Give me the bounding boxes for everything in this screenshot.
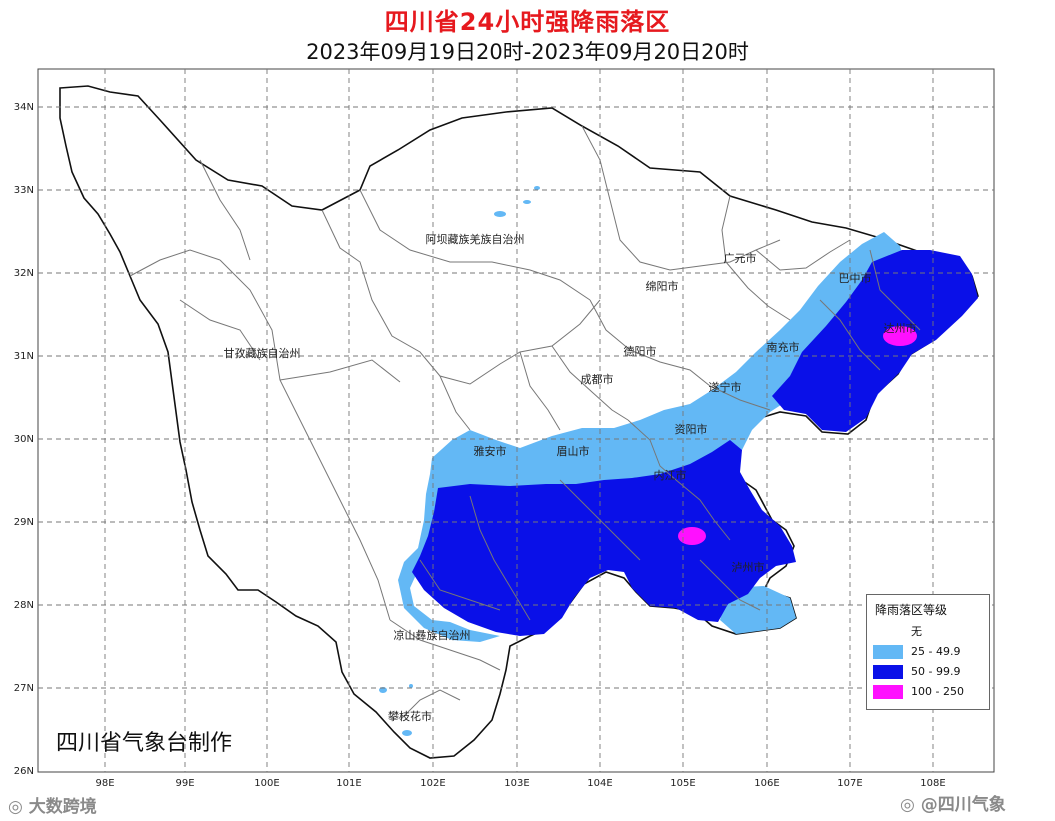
place-labels: 阿坝藏族羌族自治州 甘孜藏族自治州 广元市 巴中市 绵阳市 达州市 德阳市 南充… — [224, 232, 917, 723]
lat-label-33n: 33N — [14, 185, 34, 196]
watermark-left: ◎ 大数跨境 — [8, 792, 97, 817]
lat-label-34n: 34N — [14, 102, 34, 113]
place-label-deyang: 德阳市 — [624, 344, 657, 358]
place-label-panzhihua: 攀枝花市 — [388, 709, 432, 723]
place-label-mianyang: 绵阳市 — [646, 279, 679, 293]
weibo-icon: ◎ — [8, 797, 29, 817]
legend-swatch — [873, 625, 903, 639]
lon-label-102e: 102E — [420, 778, 445, 789]
legend-title: 降雨落区等级 — [875, 603, 948, 617]
place-label-yaan: 雅安市 — [474, 444, 507, 458]
legend-item-100-250: 100 - 250 — [873, 685, 985, 699]
lon-label-100e: 100E — [254, 778, 279, 789]
prefecture-boundaries — [129, 125, 921, 721]
rain-zone-25-49 — [398, 232, 906, 642]
lon-label-108e: 108E — [920, 778, 945, 789]
legend-item-25-49: 25 - 49.9 — [873, 645, 985, 659]
lon-axis-labels: 98E 99E 100E 101E 102E 103E 104E 105E 10… — [95, 778, 945, 789]
watermark-right-text: @四川气象 — [920, 795, 1006, 815]
lon-label-105e: 105E — [670, 778, 695, 789]
watermark-left-text: 大数跨境 — [28, 797, 97, 817]
rain-spot — [402, 730, 412, 736]
place-label-suining: 遂宁市 — [709, 380, 742, 394]
lon-label-99e: 99E — [175, 778, 194, 789]
lon-label-104e: 104E — [587, 778, 612, 789]
legend-label: 100 - 250 — [911, 685, 964, 698]
map-frame — [37, 68, 995, 773]
place-label-nanchong: 南充市 — [767, 340, 800, 354]
legend: 降雨落区等级 无 25 - 49.9 50 - 99.9 100 - 250 — [866, 594, 990, 710]
place-label-ziyang: 资阳市 — [675, 422, 708, 436]
place-label-chengdu: 成都市 — [581, 372, 614, 386]
rain-spot — [494, 211, 506, 217]
lat-label-31n: 31N — [14, 351, 34, 362]
watermark-right: ◎ @四川气象 — [900, 790, 1006, 815]
rain-spot — [409, 684, 413, 688]
legend-label: 25 - 49.9 — [911, 645, 961, 658]
rain-spot — [379, 687, 387, 693]
place-label-luzhou: 泸州市 — [732, 560, 765, 574]
rain-zone-100-250-luzhou — [678, 527, 706, 545]
place-label-ganzi: 甘孜藏族自治州 — [224, 346, 301, 360]
legend-swatch — [873, 685, 903, 699]
legend-item-none: 无 — [873, 625, 985, 639]
map-title: 四川省24小时强降雨落区 — [384, 8, 671, 36]
rain-zone-50-99 — [412, 440, 796, 636]
legend-label: 50 - 99.9 — [911, 665, 961, 678]
lat-axis-labels: 34N 33N 32N 31N 30N 29N 28N 27N 26N — [14, 102, 34, 777]
lat-label-28n: 28N — [14, 600, 34, 611]
lon-label-103e: 103E — [504, 778, 529, 789]
legend-label: 无 — [911, 625, 922, 638]
lon-label-101e: 101E — [336, 778, 361, 789]
place-label-neijiang: 内江市 — [654, 468, 687, 482]
lon-label-107e: 107E — [837, 778, 862, 789]
place-label-dazhou: 达州市 — [884, 321, 917, 335]
rain-zone-100-250-dazhou — [883, 326, 917, 346]
lon-label-106e: 106E — [754, 778, 779, 789]
legend-item-50-99: 50 - 99.9 — [873, 665, 985, 679]
producer-credit: 四川省气象台制作 — [56, 731, 232, 756]
lat-label-30n: 30N — [14, 434, 34, 445]
rain-spot — [410, 609, 418, 615]
place-label-meishan: 眉山市 — [557, 444, 590, 458]
lat-label-32n: 32N — [14, 268, 34, 279]
lat-label-29n: 29N — [14, 517, 34, 528]
place-label-guangyuan: 广元市 — [724, 251, 757, 265]
rain-spot — [523, 200, 531, 204]
map-subtitle: 2023年09月19日20时-2023年09月20日20时 — [306, 40, 749, 64]
legend-swatch — [873, 645, 903, 659]
place-label-aba: 阿坝藏族羌族自治州 — [426, 232, 525, 246]
place-label-liangshan: 凉山彝族自治州 — [394, 628, 471, 642]
rain-zone-50-99-northeast — [772, 250, 978, 432]
legend-swatch — [873, 665, 903, 679]
rain-spot — [534, 186, 540, 190]
weibo-icon: ◎ — [900, 795, 921, 815]
lat-label-26n: 26N — [14, 766, 34, 777]
place-label-bazhong: 巴中市 — [839, 271, 872, 285]
lon-label-98e: 98E — [95, 778, 114, 789]
lat-label-27n: 27N — [14, 683, 34, 694]
